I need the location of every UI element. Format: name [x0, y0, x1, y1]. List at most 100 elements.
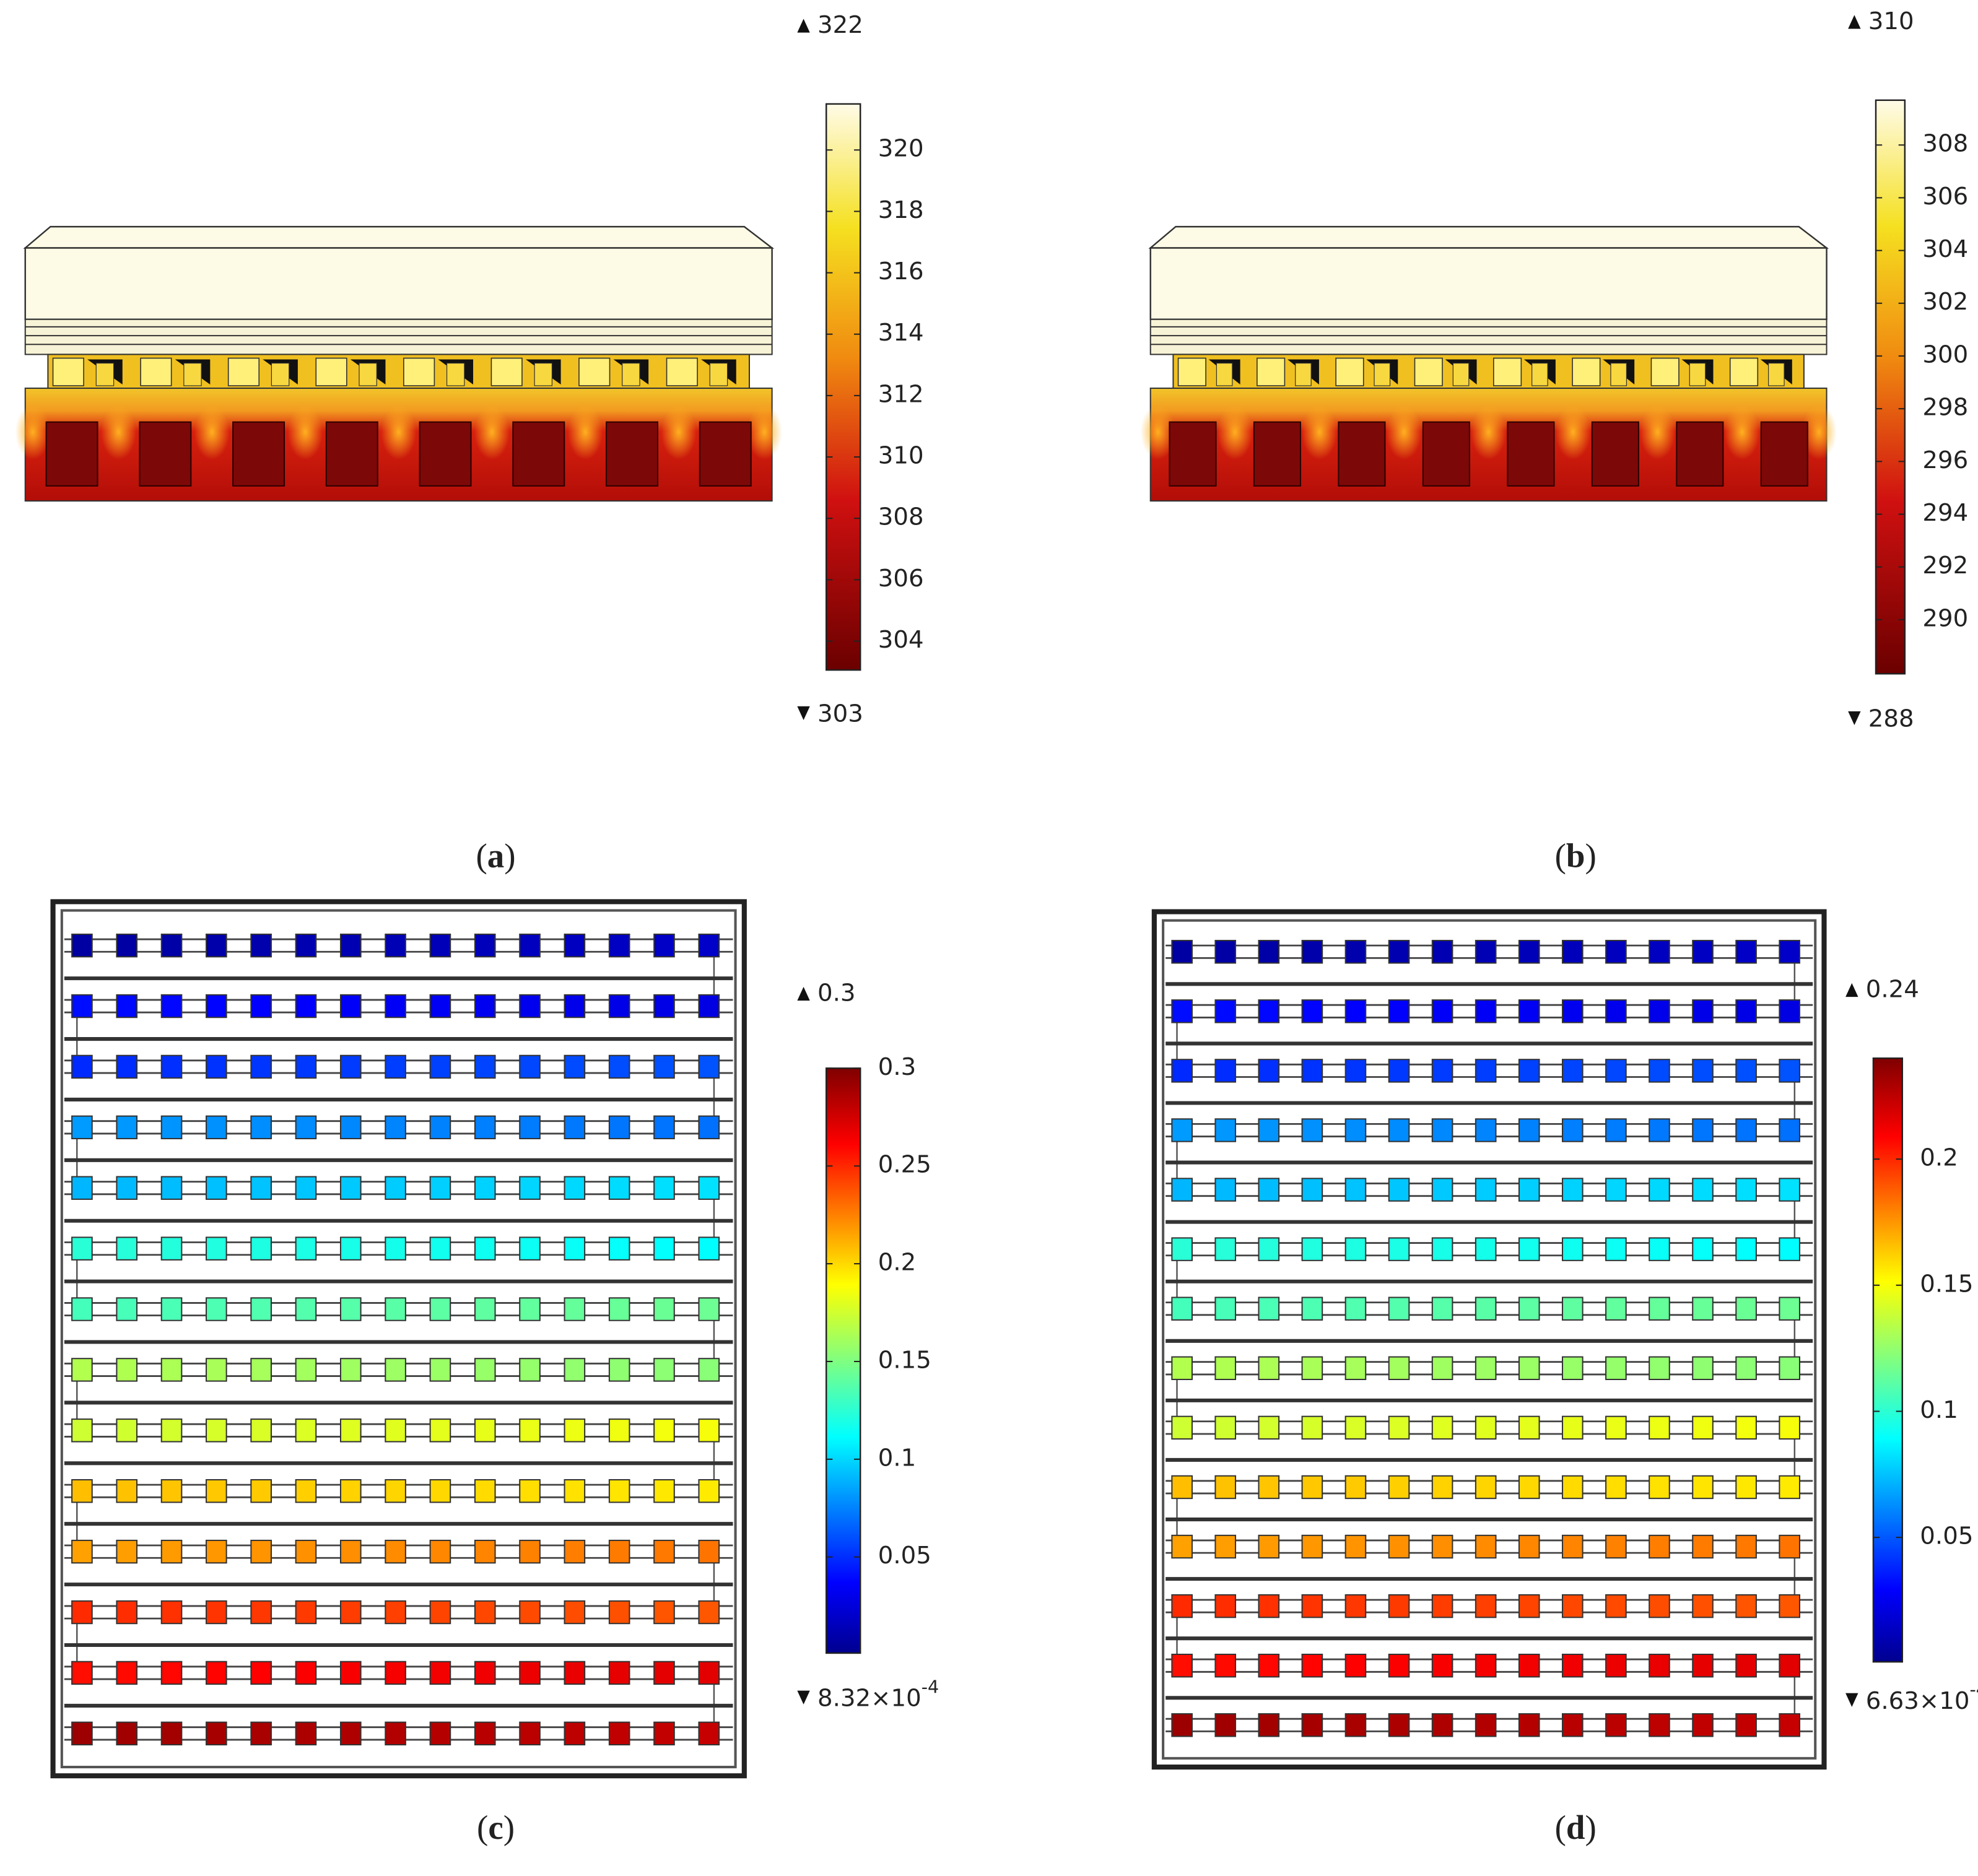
cell: [71, 1721, 93, 1746]
fin: [1414, 357, 1443, 386]
cell: [206, 1115, 227, 1140]
cell: [250, 1661, 272, 1685]
cell: [250, 1539, 272, 1564]
cell: [519, 1418, 541, 1443]
min-marker: [797, 706, 810, 721]
cell: [1214, 1594, 1237, 1618]
cell: [160, 1176, 183, 1200]
cell: [608, 1479, 630, 1503]
channel: [1253, 421, 1302, 487]
fin: [359, 362, 377, 386]
colorbar-tick-label: 306: [878, 565, 924, 593]
panel-label-part: d: [1566, 1809, 1585, 1846]
cell: [653, 933, 675, 958]
cell: [250, 1479, 272, 1503]
cell: [474, 1358, 496, 1382]
cell: [385, 1176, 406, 1200]
colorbar-tick-label: 0.15: [878, 1347, 931, 1374]
cell: [339, 1479, 362, 1503]
cell: [385, 1358, 406, 1382]
min-label: 8.32×10-4: [817, 1677, 939, 1713]
hot-spot: [746, 404, 782, 460]
cell: [1692, 940, 1714, 964]
cell: [250, 933, 272, 958]
cell: [206, 1236, 227, 1261]
channel: [1676, 421, 1724, 487]
cell: [1779, 1475, 1800, 1500]
fin: [95, 362, 115, 386]
cell: [519, 1115, 541, 1140]
cell: [295, 1539, 317, 1564]
cell: [698, 1539, 720, 1564]
cell: [1649, 1237, 1670, 1261]
cell: [1258, 1178, 1280, 1202]
cell: [160, 1297, 183, 1321]
cell: [250, 1054, 272, 1079]
cell: [116, 1358, 138, 1382]
cell: [1692, 1059, 1714, 1083]
cell: [698, 1115, 720, 1140]
cell: [1301, 1415, 1323, 1440]
fin: [578, 357, 611, 386]
cell: [564, 1418, 586, 1443]
cell: [653, 1539, 675, 1564]
cell: [1344, 1594, 1367, 1618]
panel-label-part: (: [476, 836, 487, 874]
cell: [116, 1661, 138, 1685]
cell: [1735, 1653, 1757, 1678]
cell: [1605, 940, 1627, 964]
cell: [1214, 1534, 1237, 1559]
cell: [1779, 1296, 1800, 1321]
cell: [429, 1115, 451, 1140]
cell: [71, 1479, 93, 1503]
cell: [1301, 1178, 1323, 1202]
cell: [116, 1115, 138, 1140]
cell: [1258, 1296, 1280, 1321]
cell: [1475, 1415, 1497, 1440]
cell: [1171, 1594, 1193, 1618]
cell: [1388, 1296, 1410, 1321]
cell: [608, 1539, 630, 1564]
cell: [519, 1236, 541, 1261]
cell: [160, 1358, 183, 1382]
cell: [339, 1176, 362, 1200]
colorbar-tick-label: 300: [1922, 341, 1968, 369]
cell: [1605, 1237, 1627, 1261]
cell: [474, 1054, 496, 1079]
panel: 0.05 0.1 0.15 0.2 0.24 6.63×10-4 (d): [1151, 909, 1978, 1846]
cell: [608, 1297, 630, 1321]
colorbar-tick-label: 308: [1922, 130, 1968, 158]
cell: [1214, 940, 1237, 964]
cell: [1605, 999, 1627, 1023]
cell: [339, 933, 362, 958]
cell: [295, 1721, 317, 1746]
cell: [429, 1661, 451, 1685]
max-marker: [797, 19, 810, 33]
hot-spot: [1801, 404, 1837, 460]
fin: [1650, 357, 1680, 386]
cell: [1301, 1475, 1323, 1500]
cell: [160, 1479, 183, 1503]
cell: [1518, 1475, 1540, 1500]
cell: [295, 1054, 317, 1079]
cell: [1649, 1296, 1670, 1321]
cell: [385, 1115, 406, 1140]
cell: [339, 1600, 362, 1625]
cell: [339, 1297, 362, 1321]
cell: [1388, 1594, 1410, 1618]
fin: [534, 362, 553, 386]
cell: [1475, 940, 1497, 964]
hot-spot: [287, 404, 323, 460]
cell: [116, 933, 138, 958]
cell: [1301, 1296, 1323, 1321]
cell: [1735, 1415, 1757, 1440]
cell: [295, 994, 317, 1018]
cell: [206, 1358, 227, 1382]
cell: [1605, 1594, 1627, 1618]
cell: [608, 1418, 630, 1443]
cell: [608, 1236, 630, 1261]
cell: [1692, 1118, 1714, 1142]
colorbar-tick-label: 292: [1922, 552, 1968, 580]
colorbar-tick-label: 0.15: [1920, 1270, 1973, 1298]
cell: [698, 1418, 720, 1443]
